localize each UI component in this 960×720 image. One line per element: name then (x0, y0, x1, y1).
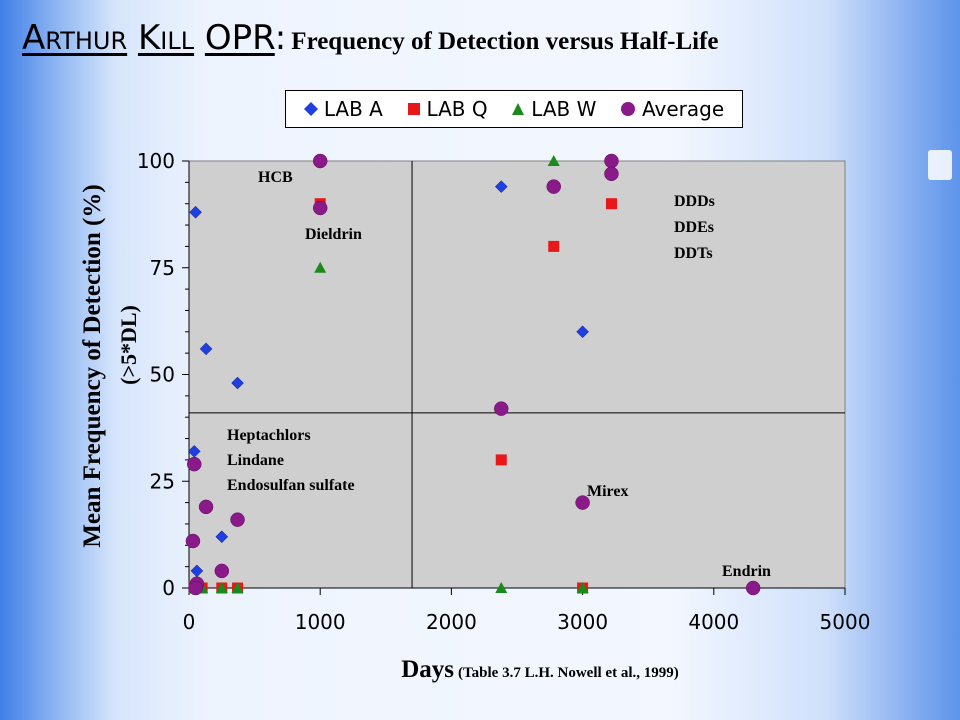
average-point (214, 563, 230, 579)
annotation-ddts: DDTs (674, 245, 713, 262)
annotation-endosulfan: Endosulfan sulfate (227, 477, 355, 494)
x-tick-label: 5000 (820, 610, 871, 634)
brand-word-2: Kill (137, 18, 195, 58)
square-icon (407, 103, 420, 115)
legend-item-average: Average (620, 97, 724, 121)
lab-w-point (495, 582, 508, 593)
legend-label-lab-a: LAB A (323, 97, 383, 121)
average-point (546, 179, 561, 194)
lab-q-point (605, 198, 617, 210)
legend-label-lab-q: LAB Q (426, 97, 488, 121)
y-axis-sublabel: (>5*DL) (116, 305, 141, 385)
brand-word-1: Arthur (22, 18, 128, 58)
y-tick-label: 75 (150, 256, 175, 280)
annotation-mirex: Mirex (587, 483, 629, 500)
x-tick-label: 4000 (688, 610, 739, 634)
annotation-dieldrin: Dieldrin (305, 226, 362, 243)
annotation-ddes: DDEs (674, 219, 715, 236)
lab-w-point (314, 261, 327, 273)
average-point (604, 166, 619, 182)
x-tick-label: 3000 (557, 610, 608, 634)
average-point (575, 495, 590, 510)
average-point (185, 533, 201, 549)
lab-a-point (215, 530, 229, 544)
annotation-endrin: Endrin (722, 563, 771, 580)
decorative-shape (928, 150, 952, 180)
legend-label-average: Average (642, 97, 725, 121)
x-axis-citation: (Table 3.7 L.H. Nowell et al., 1999) (458, 665, 679, 681)
average-point (312, 200, 328, 216)
x-tick-label: 0 (183, 610, 196, 634)
annotation-heptachlors: Heptachlors (227, 427, 311, 444)
y-tick-label: 50 (150, 363, 175, 387)
legend-item-lab-a: LAB A (303, 97, 383, 121)
average-point (494, 401, 509, 416)
average-point (198, 499, 214, 515)
brand-word-3: OPR (204, 18, 275, 58)
legend-item-lab-q: LAB Q (407, 97, 488, 121)
legend-item-lab-w: LAB W (511, 97, 596, 121)
x-axis-label: Days (Table 3.7 L.H. Nowell et al., 1999… (0, 656, 960, 684)
average-point (188, 580, 203, 596)
triangle-icon (512, 103, 525, 115)
x-axis-title: Days (401, 656, 455, 683)
annotation-ddds: DDDs (674, 193, 715, 210)
y-tick-label: 0 (162, 576, 175, 600)
lab-q-point (548, 240, 560, 252)
y-tick-label: 25 (150, 469, 175, 493)
lab-a-point (189, 205, 202, 219)
y-tick-label: 100 (137, 149, 175, 173)
annotation-hcb: HCB (258, 169, 293, 186)
circle-icon (621, 102, 636, 116)
lab-w-point (576, 582, 589, 593)
brand-colon: : (274, 18, 287, 58)
lab-q-point (495, 454, 507, 466)
brand-title: Arthur Kill OPR: (22, 18, 286, 58)
average-point (604, 153, 619, 169)
average-point (230, 512, 245, 527)
legend-label-lab-w: LAB W (531, 97, 597, 121)
plot-area (188, 160, 846, 589)
lab-a-point (199, 342, 213, 356)
lab-a-point (576, 325, 589, 339)
x-tick-label: 2000 (426, 610, 477, 634)
lab-w-point (231, 582, 244, 593)
lab-w-point (547, 155, 560, 166)
lab-a-point (231, 376, 244, 390)
lab-a-point (494, 180, 508, 193)
average-point (186, 456, 202, 472)
diamond-icon (303, 102, 318, 116)
lab-w-point (215, 582, 228, 593)
y-axis-label: Mean Frequency of Detection (%) (79, 184, 106, 548)
annotation-lindane: Lindane (227, 452, 284, 469)
x-tick-label: 1000 (295, 610, 346, 634)
chart-legend: LAB A LAB Q LAB W Average (285, 90, 743, 128)
slide-subtitle: Frequency of Detection versus Half-Life (291, 28, 719, 55)
slide-title: Arthur Kill OPR: Frequency of Detection … (22, 18, 719, 58)
average-point (312, 153, 328, 169)
average-point (745, 580, 761, 596)
